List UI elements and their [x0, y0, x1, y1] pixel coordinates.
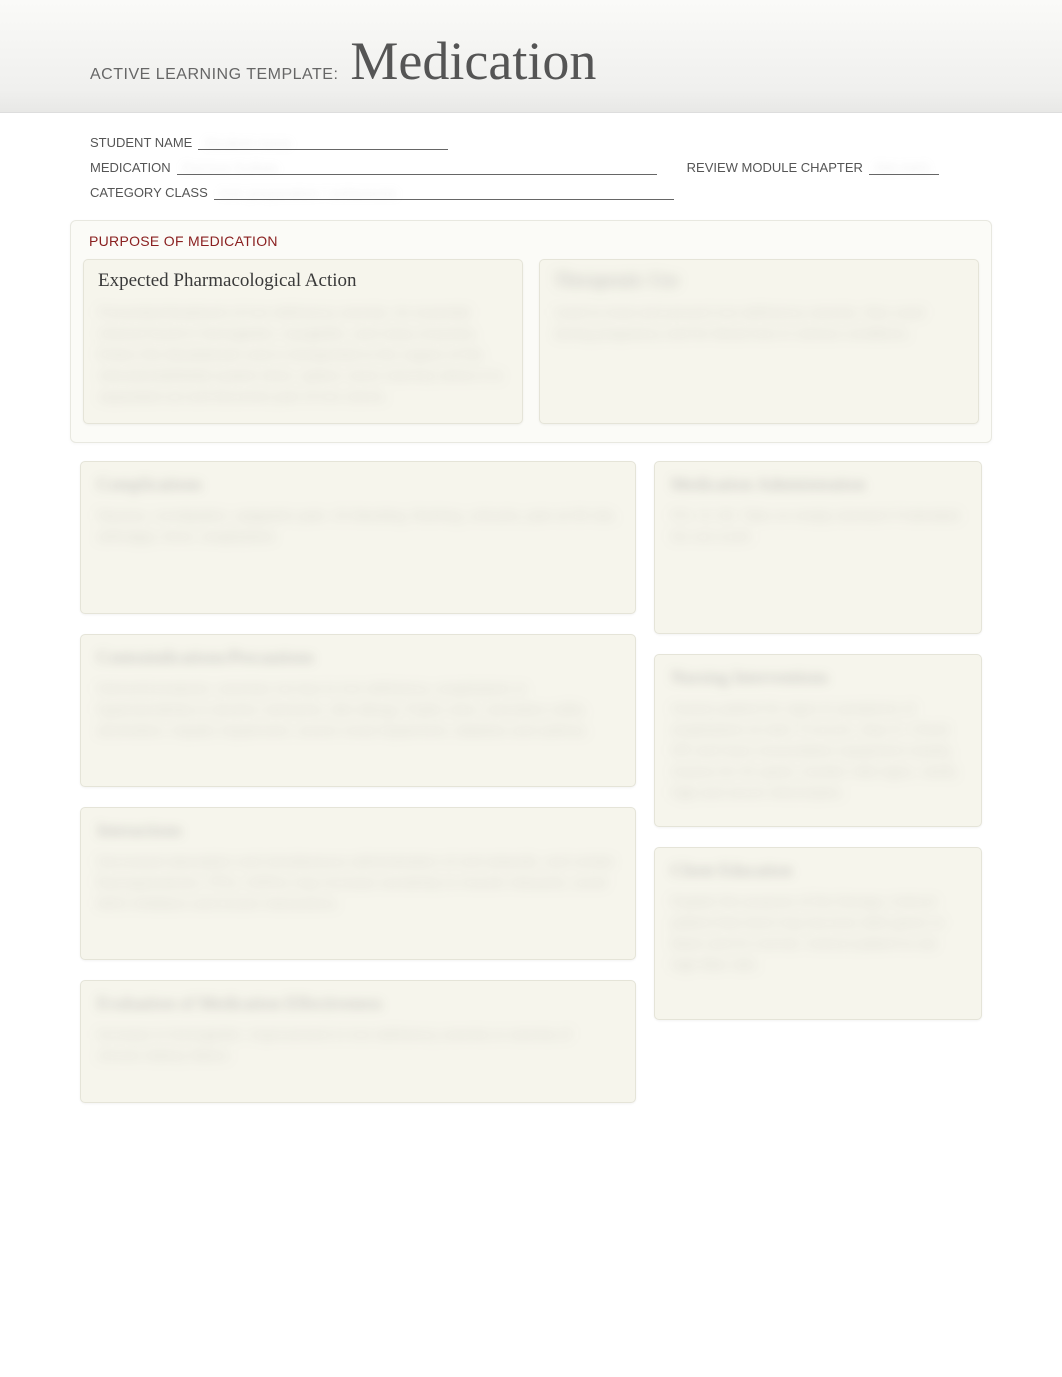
medication-admin-body: PO, IV, IM. Take on empty stomach if tol…: [671, 505, 965, 615]
evaluation-body: Increase in hemoglobin. Improvement in i…: [97, 1024, 619, 1084]
complications-body: Nausea, constipation, epigastric pain, G…: [97, 505, 619, 595]
complications-card: Complications Nausea, constipation, epig…: [80, 461, 636, 614]
purpose-two-col: Expected Pharmacological Action Preventi…: [83, 259, 979, 424]
interactions-title: Interactions: [97, 820, 619, 841]
right-column: Medication Administration PO, IV, IM. Ta…: [654, 461, 982, 1103]
nursing-interventions-body: Assess patient for signs & symptoms of a…: [671, 698, 965, 808]
client-education-card: Client Education Explain the purpose of …: [654, 847, 982, 1020]
nursing-interventions-card: Nursing Interventions Assess patient for…: [654, 654, 982, 827]
medication-admin-card: Medication Administration PO, IV, IM. Ta…: [654, 461, 982, 634]
medication-underline: Ferrous Sulfate: [177, 158, 657, 175]
left-column: Complications Nausea, constipation, epig…: [80, 461, 636, 1103]
category-underline: Iron preparation / antianemic: [214, 183, 674, 200]
complications-title: Complications: [97, 474, 619, 495]
therapeutic-use-card: Therapeutic Use Used to treat and preven…: [539, 259, 979, 424]
page: ACTIVE LEARNING TEMPLATE: Medication STU…: [0, 0, 1062, 1377]
review-value: RM AMS: [869, 160, 936, 176]
info-section: STUDENT NAME Student name MEDICATION Fer…: [0, 113, 1062, 200]
medication-admin-title: Medication Administration: [671, 474, 965, 495]
student-name-value: Student name: [198, 135, 297, 151]
review-label: REVIEW MODULE CHAPTER: [687, 160, 863, 175]
interactions-body: Decreased absorption and simultaneous ad…: [97, 851, 619, 941]
student-name-label: STUDENT NAME: [90, 135, 192, 150]
medication-value: Ferrous Sulfate: [177, 160, 285, 176]
review-underline: RM AMS: [869, 158, 939, 175]
therapeutic-use-title: Therapeutic Use: [554, 270, 964, 292]
pharm-action-title: Expected Pharmacological Action: [98, 270, 508, 292]
template-title: Medication: [350, 31, 596, 91]
category-line: CATEGORY CLASS Iron preparation / antian…: [90, 183, 972, 200]
contraindications-title: Contraindications/Precautions: [97, 647, 619, 668]
main-grid: Complications Nausea, constipation, epig…: [80, 461, 982, 1103]
interactions-card: Interactions Decreased absorption and si…: [80, 807, 636, 960]
medication-label: MEDICATION: [90, 160, 171, 175]
evaluation-title: Evaluation of Medication Effectiveness: [97, 993, 619, 1014]
template-label: ACTIVE LEARNING TEMPLATE:: [90, 66, 338, 83]
client-education-body: Explain the purpose of the therapy. Inst…: [671, 891, 965, 1001]
pharm-action-card: Expected Pharmacological Action Preventi…: [83, 259, 523, 424]
medication-line: MEDICATION Ferrous Sulfate REVIEW MODULE…: [90, 158, 972, 175]
student-name-underline: Student name: [198, 133, 448, 150]
client-education-title: Client Education: [671, 860, 965, 881]
header-band: ACTIVE LEARNING TEMPLATE: Medication: [0, 0, 1062, 113]
student-name-line: STUDENT NAME Student name: [90, 133, 972, 150]
purpose-section: PURPOSE OF MEDICATION Expected Pharmacol…: [70, 220, 992, 443]
category-label: CATEGORY CLASS: [90, 185, 208, 200]
pharm-action-body: Prevention/treatment of iron deficiency …: [98, 302, 508, 407]
therapeutic-use-body: Used to treat and prevent iron-deficienc…: [554, 302, 964, 362]
nursing-interventions-title: Nursing Interventions: [671, 667, 965, 688]
evaluation-card: Evaluation of Medication Effectiveness I…: [80, 980, 636, 1103]
contraindications-card: Contraindications/Precautions Hemochroma…: [80, 634, 636, 787]
category-value: Iron preparation / antianemic: [214, 185, 404, 201]
purpose-section-title: PURPOSE OF MEDICATION: [89, 233, 979, 249]
contraindications-body: Hemochromatosis, anemias not due to iron…: [97, 678, 619, 768]
